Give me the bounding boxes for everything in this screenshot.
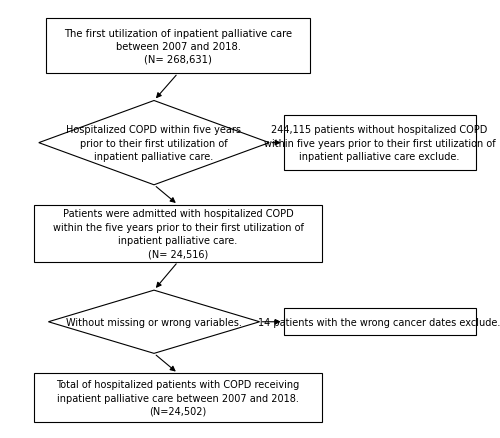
- Text: 244,115 patients without hospitalized COPD
within five years prior to their firs: 244,115 patients without hospitalized CO…: [264, 125, 496, 162]
- FancyBboxPatch shape: [46, 19, 310, 74]
- Polygon shape: [39, 101, 269, 185]
- Text: Patients were admitted with hospitalized COPD
within the five years prior to the: Patients were admitted with hospitalized…: [52, 209, 304, 258]
- Polygon shape: [48, 290, 260, 353]
- FancyBboxPatch shape: [34, 374, 322, 422]
- Text: 14 patients with the wrong cancer dates exclude.: 14 patients with the wrong cancer dates …: [258, 317, 500, 327]
- FancyBboxPatch shape: [284, 308, 476, 336]
- FancyBboxPatch shape: [34, 205, 322, 262]
- Text: The first utilization of inpatient palliative care
between 2007 and 2018.
(N= 26: The first utilization of inpatient palli…: [64, 28, 292, 65]
- Text: Without missing or wrong variables.: Without missing or wrong variables.: [66, 317, 242, 327]
- FancyBboxPatch shape: [284, 116, 476, 171]
- Text: Hospitalized COPD within five years
prior to their first utilization of
inpatien: Hospitalized COPD within five years prio…: [66, 125, 242, 162]
- Text: Total of hospitalized patients with COPD receiving
inpatient palliative care bet: Total of hospitalized patients with COPD…: [56, 380, 300, 416]
